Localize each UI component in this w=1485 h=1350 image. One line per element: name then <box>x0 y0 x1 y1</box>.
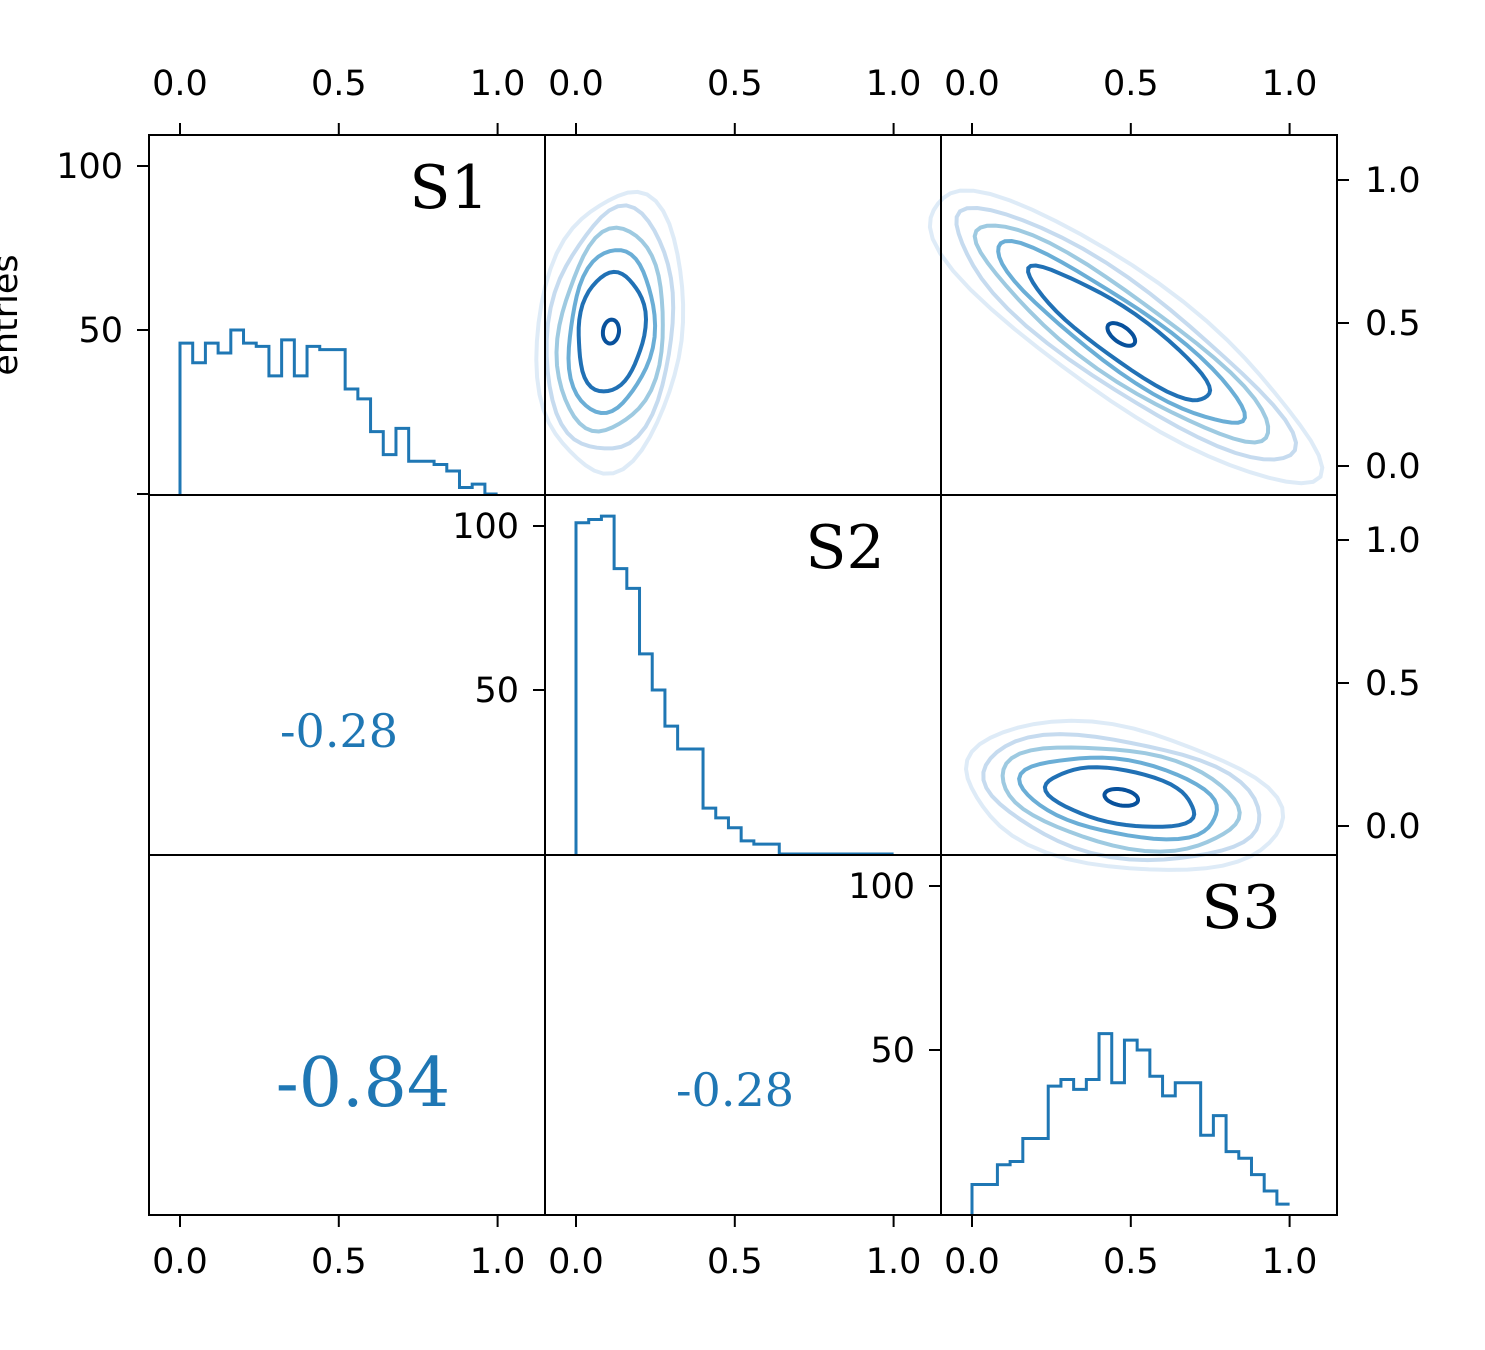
contour-level <box>1102 787 1140 808</box>
panel-frame <box>148 854 546 1216</box>
x-tick-label-bottom: 0.0 <box>548 1242 604 1282</box>
x-tick-label-bottom: 0.5 <box>707 1242 763 1282</box>
panel-title-s3: S3 <box>1201 873 1280 943</box>
contour-layer <box>534 188 1325 872</box>
x-tick-label-top: 1.0 <box>1262 64 1318 104</box>
x-tick-label-bottom: 1.0 <box>866 1242 922 1282</box>
count-tick-label: 100 <box>452 507 519 547</box>
correlation-s1-s3: -0.84 <box>276 1044 450 1123</box>
x-tick-label-top: 0.0 <box>944 64 1000 104</box>
x-tick-label-bottom: 1.0 <box>470 1242 526 1282</box>
x-tick-label-bottom: 0.5 <box>1103 1242 1159 1282</box>
contour-level <box>1000 745 1242 854</box>
contour-level <box>600 317 621 346</box>
contour-level <box>996 238 1247 425</box>
contour-level <box>927 188 1325 486</box>
y-tick-label-right: 0.0 <box>1365 447 1421 487</box>
x-tick-label-top: 0.0 <box>152 64 208 104</box>
contour-level <box>1105 321 1138 348</box>
count-tick-label: 50 <box>78 311 123 351</box>
contour-level <box>963 718 1286 872</box>
y-tick-label-right: 0.5 <box>1365 304 1421 344</box>
x-tick-label-bottom: 1.0 <box>1262 1242 1318 1282</box>
contour-level <box>954 205 1299 462</box>
contour-level <box>981 732 1262 863</box>
x-tick-label-top: 0.5 <box>707 64 763 104</box>
panel-title-s1: S1 <box>409 153 488 223</box>
contour-level <box>544 203 676 451</box>
x-tick-label-top: 1.0 <box>866 64 922 104</box>
x-tick-label-bottom: 0.5 <box>311 1242 367 1282</box>
count-tick-label: 100 <box>56 147 123 187</box>
x-tick-label-top: 0.5 <box>311 64 367 104</box>
y-tick-label-right: 1.0 <box>1365 161 1421 201</box>
count-tick-label: 50 <box>870 1031 915 1071</box>
contour-level <box>1017 755 1219 842</box>
x-tick-label-top: 0.0 <box>548 64 604 104</box>
contour-level <box>972 223 1271 445</box>
label-layer: entries S1 S2 S3 -0.28 -0.84 -0.28 <box>0 153 1281 1123</box>
y-tick-label-right: 0.5 <box>1365 664 1421 704</box>
count-tick-label: 100 <box>848 867 915 907</box>
contour-level <box>534 189 686 476</box>
contour-level <box>576 269 649 394</box>
y-axis-label: entries <box>0 254 26 375</box>
panel-frames <box>148 134 1338 1216</box>
count-tick-label: 50 <box>474 671 519 711</box>
y-tick-label-right: 0.0 <box>1365 807 1421 847</box>
correlation-s2-s3: -0.28 <box>676 1063 794 1117</box>
contour-level <box>566 248 658 416</box>
x-tick-label-bottom: 0.0 <box>152 1242 208 1282</box>
x-tick-label-top: 1.0 <box>470 64 526 104</box>
contour-level <box>1026 263 1213 403</box>
panel-frame <box>940 854 1338 1216</box>
x-tick-label-bottom: 0.0 <box>944 1242 1000 1282</box>
contour-level <box>554 225 665 434</box>
panel-frame <box>544 134 942 496</box>
panel-title-s2: S2 <box>805 513 884 583</box>
histogram-s3 <box>970 1032 1290 1214</box>
correlation-s1-s2: -0.28 <box>280 704 398 758</box>
contour-level <box>1042 765 1197 829</box>
contour-s2-vs-s1 <box>534 189 686 476</box>
y-tick-label-right: 1.0 <box>1365 521 1421 561</box>
contour-s3-vs-s1 <box>927 188 1325 486</box>
contour-s3-vs-s2 <box>963 718 1286 872</box>
x-tick-label-top: 0.5 <box>1103 64 1159 104</box>
tick-layer: 0.0 0.5 1.0 0.0 0.5 1.0 0.0 0.5 1.0 0.0 0.5 1.0 0.0 0… <box>56 64 1420 1282</box>
histogram-s1 <box>178 328 498 496</box>
